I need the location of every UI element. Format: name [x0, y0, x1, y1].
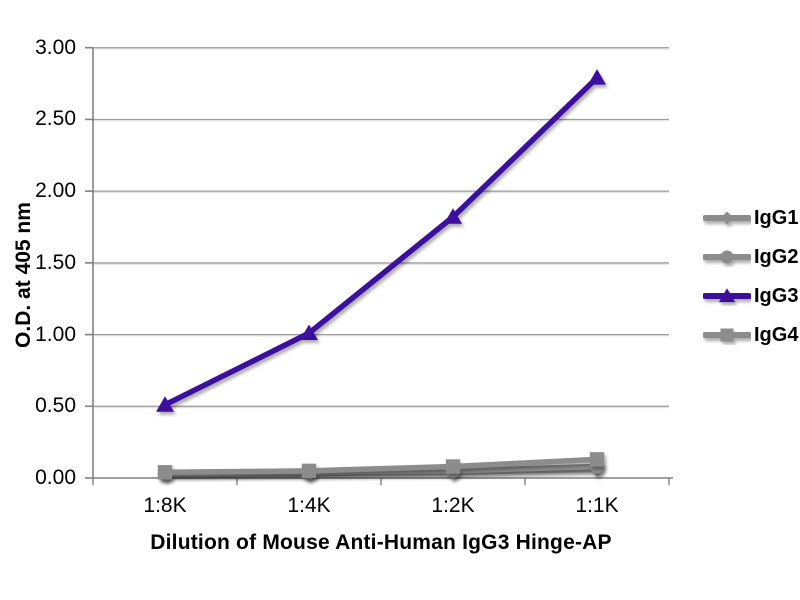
x-axis-tick-label: 1:2K [431, 494, 475, 517]
legend-triangle-marker-icon [703, 288, 751, 303]
y-axis-tick-label: 0.00 [35, 466, 76, 489]
x-axis-tick-label: 1:1K [575, 494, 619, 517]
legend-item-IgG3: IgG3 [703, 285, 798, 307]
x-axis-title: Dilution of Mouse Anti-Human IgG3 Hinge-… [150, 531, 612, 554]
x-axis-tick-label: 1:8K [143, 494, 187, 517]
y-axis-tick-label: 0.50 [35, 394, 76, 418]
legend-label: IgG3 [754, 284, 799, 307]
legend-item-IgG1: IgG1 [703, 207, 798, 229]
y-axis-tick-label: 1.50 [35, 250, 76, 274]
legend-item-IgG4: IgG4 [703, 324, 798, 346]
y-axis-title: O.D. at 405 nm [12, 202, 35, 348]
y-axis-tick-label: 3.00 [35, 35, 76, 59]
legend-square-marker-icon [703, 328, 751, 342]
y-axis-tick-label: 2.50 [35, 107, 76, 131]
legend-item-IgG2: IgG2 [703, 246, 798, 268]
series-IgG4 [157, 452, 605, 480]
x-axis-tick-labels: 1:8K 1:4K 1:2K 1:1K [0, 494, 800, 522]
legend-label: IgG1 [754, 206, 799, 229]
y-axis-tick-label: 1.00 [35, 322, 76, 346]
series-IgG3 [156, 69, 606, 412]
y-axis-tick-label: 2.00 [35, 179, 76, 203]
legend-circle-marker-icon [703, 250, 751, 264]
y-axis-tick-labels: 0.00 0.50 1.00 1.50 2.00 2.50 3.00 [4, 0, 76, 600]
x-axis-tick-label: 1:4K [287, 494, 331, 517]
legend: IgG1 IgG2 IgG3 IgG4 [703, 207, 798, 363]
legend-label: IgG4 [754, 323, 799, 346]
legend-diamond-marker-icon [703, 211, 751, 225]
legend-label: IgG2 [754, 245, 799, 268]
